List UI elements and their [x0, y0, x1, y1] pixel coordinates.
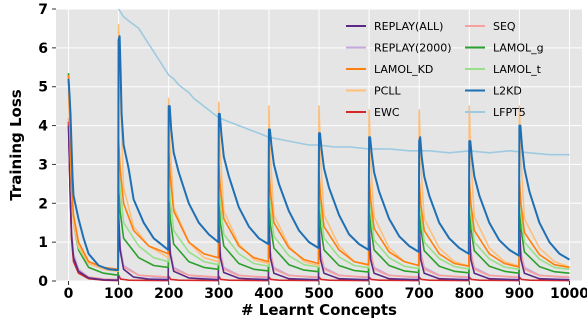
x-tick-label: 700 — [405, 286, 434, 302]
series-line-lamol-kd — [67, 75, 570, 271]
series-lines — [67, 8, 571, 282]
legend-label-pcll: PCLL — [374, 85, 401, 98]
y-tick-label: 7 — [38, 2, 48, 18]
x-tick-label: 1000 — [550, 286, 587, 302]
x-tick-label: 900 — [505, 286, 534, 302]
legend-label-seq: SEQ — [493, 20, 516, 33]
x-tick-label: 500 — [304, 286, 333, 302]
y-tick-label: 6 — [38, 41, 48, 57]
y-tick-label: 2 — [38, 196, 48, 212]
x-tick-label: 800 — [455, 286, 484, 302]
series-line-lamol-g — [67, 73, 570, 276]
y-tick-label: 5 — [38, 80, 48, 96]
y-tick-label: 4 — [38, 119, 48, 135]
y-tick-label: 0 — [38, 274, 48, 290]
legend-label-lfpt5: LFPT5 — [493, 106, 526, 119]
series-line-lamol-t — [67, 78, 570, 273]
legend-label-lamol-kd: LAMOL_KD — [374, 63, 433, 76]
y-axis-label: Training Loss — [7, 89, 25, 200]
x-tick-label: 600 — [354, 286, 383, 302]
legend-label-lamol-t: LAMOL_t — [493, 63, 542, 76]
legend-label-lamol-g: LAMOL_g — [493, 42, 544, 55]
series-line-l2kd — [67, 35, 571, 272]
x-tick-label: 300 — [204, 286, 233, 302]
axis-ticks: 0 100 200 300 400 500 600 700 800 900 1000 0 1 2 3 4 5 6 7 — [38, 2, 587, 302]
series-line-lfpt5 — [117, 8, 570, 156]
x-axis-label: # Learnt Concepts — [241, 301, 397, 319]
legend-label-replay-all: REPLAY(ALL) — [374, 20, 443, 33]
x-tick-label: 200 — [154, 286, 183, 302]
x-tick-label: 400 — [254, 286, 283, 302]
legend-label-ewc: EWC — [374, 106, 400, 119]
legend-label-l2kd: L2KD — [493, 85, 522, 98]
y-tick-label: 3 — [38, 157, 48, 173]
y-tick-label: 1 — [38, 235, 48, 251]
legend: REPLAY(ALL) REPLAY(2000) LAMOL_KD PCLL EWC SE… — [346, 20, 544, 119]
x-tick-label: 0 — [64, 286, 74, 302]
x-tick-label: 100 — [104, 286, 133, 302]
legend-label-replay-2000: REPLAY(2000) — [374, 42, 452, 55]
